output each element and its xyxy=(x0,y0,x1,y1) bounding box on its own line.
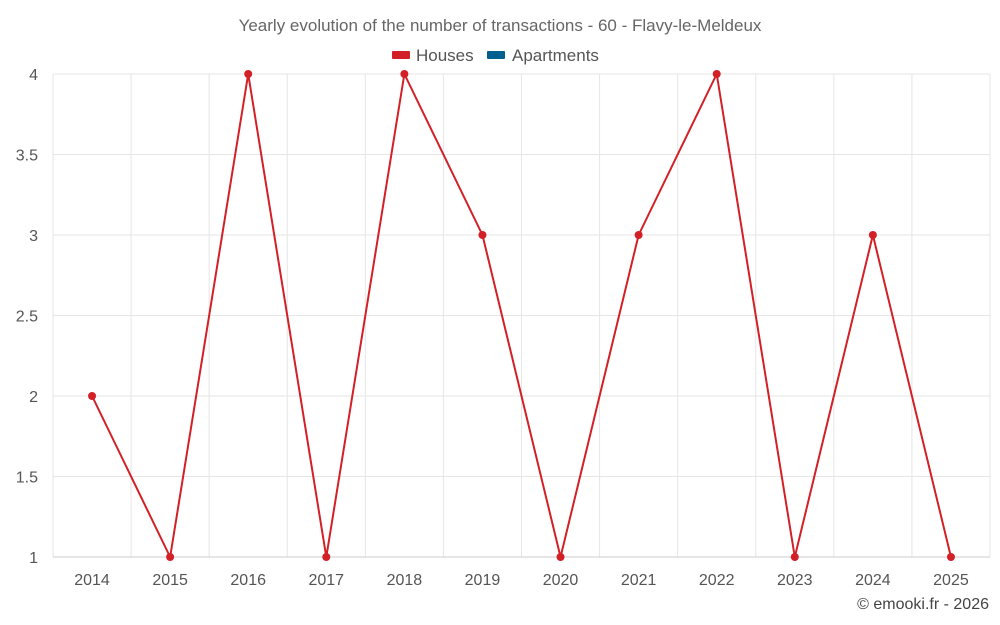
credit-text: © emooki.fr - 2026 xyxy=(857,596,989,613)
x-tick-label: 2020 xyxy=(543,572,579,589)
series-line-houses xyxy=(91,73,952,558)
chart-title: Yearly evolution of the number of transa… xyxy=(239,16,762,35)
data-point-houses-2024[interactable] xyxy=(868,231,877,239)
data-point-houses-2025[interactable] xyxy=(946,553,955,561)
data-point-houses-2018[interactable] xyxy=(400,70,409,78)
y-tick-label: 4 xyxy=(29,67,38,84)
data-point-houses-2019[interactable] xyxy=(478,231,487,239)
data-point-houses-2017[interactable] xyxy=(322,553,331,561)
y-axis-ticks: 1 1.5 2 2.5 3 3.5 4 xyxy=(16,67,38,567)
y-tick-label: 1.5 xyxy=(16,470,38,487)
legend: Houses Apartments xyxy=(392,46,599,65)
y-tick-label: 1 xyxy=(29,550,38,567)
legend-label-houses: Houses xyxy=(416,46,474,65)
data-point-houses-2021[interactable] xyxy=(634,231,643,239)
data-point-houses-2015[interactable] xyxy=(166,553,175,561)
data-point-houses-2014[interactable] xyxy=(88,392,97,400)
x-tick-label: 2014 xyxy=(74,572,110,589)
y-tick-label: 3.5 xyxy=(16,148,38,165)
x-axis-ticks: 2014 2015 2016 2017 2018 2019 2020 2021 2022 2023… xyxy=(74,572,969,589)
data-point-houses-2016[interactable] xyxy=(244,70,253,78)
x-tick-label: 2021 xyxy=(621,572,657,589)
x-tick-label: 2019 xyxy=(465,572,501,589)
data-point-houses-2022[interactable] xyxy=(712,70,721,78)
data-point-houses-2020[interactable] xyxy=(556,553,565,561)
series-layer xyxy=(88,70,955,561)
legend-item-houses[interactable]: Houses xyxy=(392,46,474,65)
y-tick-label: 2 xyxy=(29,389,38,406)
y-tick-label: 2.5 xyxy=(16,309,38,326)
legend-label-apartments: Apartments xyxy=(512,46,599,65)
x-tick-label: 2018 xyxy=(387,572,423,589)
x-tick-label: 2015 xyxy=(152,572,188,589)
legend-item-apartments[interactable]: Apartments xyxy=(487,46,599,65)
x-tick-label: 2025 xyxy=(933,572,969,589)
legend-swatch-houses xyxy=(392,51,410,59)
x-tick-label: 2024 xyxy=(855,572,891,589)
grid xyxy=(52,73,991,558)
x-tick-label: 2023 xyxy=(777,572,813,589)
x-tick-label: 2017 xyxy=(308,572,344,589)
x-tick-label: 2016 xyxy=(230,572,266,589)
legend-swatch-apartments xyxy=(487,51,505,59)
x-tick-label: 2022 xyxy=(699,572,735,589)
data-point-houses-2023[interactable] xyxy=(790,553,799,561)
y-tick-label: 3 xyxy=(29,228,38,245)
